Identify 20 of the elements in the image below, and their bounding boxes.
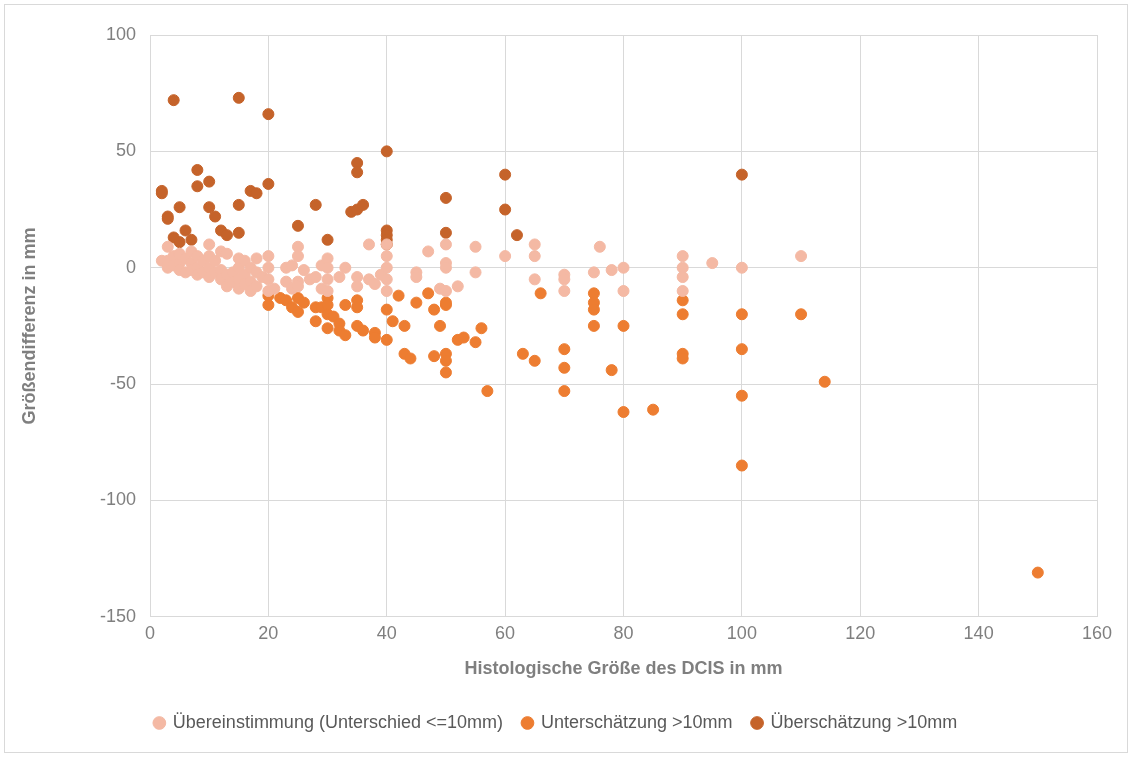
y-tick-label: 50 [115, 140, 136, 161]
y-tick-label: -100 [99, 489, 136, 510]
x-tick-label: 140 [963, 622, 994, 643]
y-tick-label: 100 [105, 23, 136, 44]
legend-label: Übereinstimmung (Unterschied <=10mm) [172, 711, 503, 732]
x-axis-title: Histologische Größe des DCIS in mm [464, 658, 783, 679]
legend-label: Unterschätzung >10mm [540, 711, 733, 732]
y-tick-label: 0 [125, 256, 136, 277]
x-tick-label: 160 [1081, 622, 1113, 643]
y-tick-label: -150 [99, 605, 136, 626]
legend-label: Überschätzung >10mm [770, 711, 958, 732]
x-tick-label: 40 [376, 622, 397, 643]
x-tick-label: 20 [258, 622, 279, 643]
x-tick-label: 60 [495, 622, 516, 643]
x-tick-label: 80 [613, 622, 634, 643]
y-tick-label: -50 [109, 373, 136, 394]
y-axis-title: Größendifferenz in mm [18, 227, 39, 425]
x-tick-label: 120 [845, 622, 876, 643]
x-tick-label: 100 [726, 622, 757, 643]
x-tick-label: 0 [144, 622, 156, 643]
